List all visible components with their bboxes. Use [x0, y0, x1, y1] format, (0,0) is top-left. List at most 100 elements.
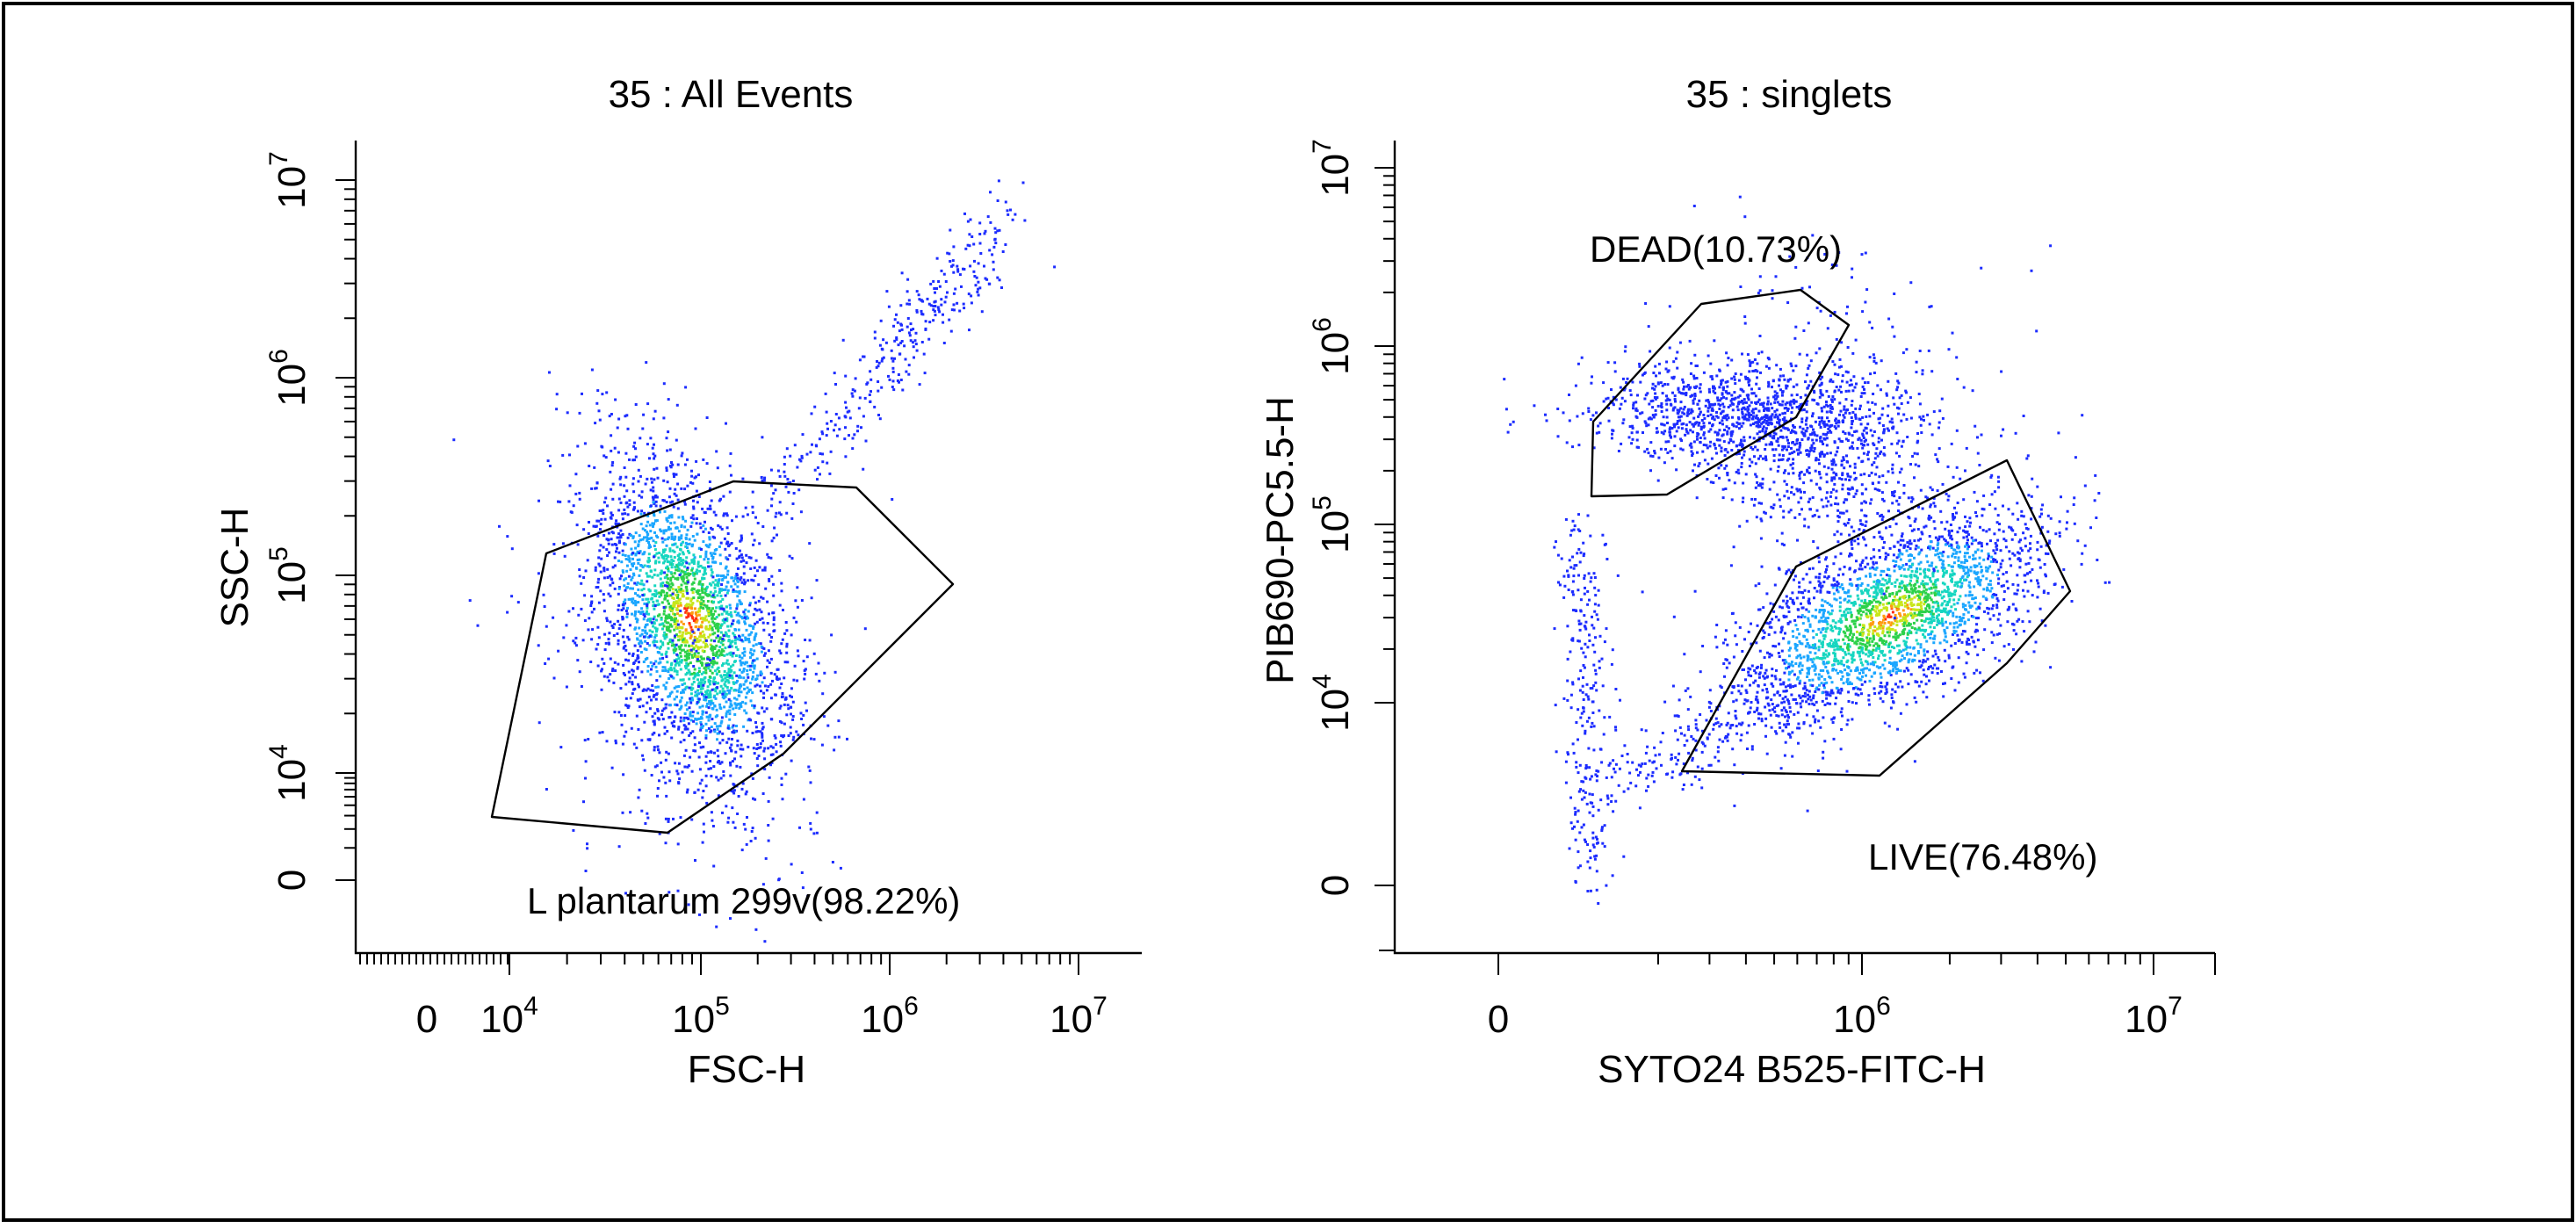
event-dot [910, 322, 913, 325]
event-dot [754, 567, 756, 569]
event-dot [702, 540, 704, 543]
event-dot [691, 616, 694, 618]
event-dot [696, 621, 698, 624]
event-dot [610, 511, 612, 514]
event-dot [1887, 621, 1890, 624]
event-dot [705, 723, 708, 726]
event-dot [728, 698, 731, 701]
event-dot [826, 462, 828, 465]
event-dot [638, 685, 640, 688]
event-dot [648, 589, 651, 592]
event-dot [750, 579, 753, 581]
event-dot [725, 543, 728, 545]
event-dot [606, 568, 609, 571]
event-dot [1733, 656, 1735, 659]
event-dot [596, 643, 599, 646]
event-dot [1920, 681, 1923, 683]
event-dot [687, 581, 689, 583]
event-dot [774, 734, 776, 737]
event-dot [738, 629, 740, 632]
event-dot [781, 777, 783, 780]
event-dot [1007, 213, 1009, 216]
event-dot [731, 806, 733, 809]
event-dot [949, 229, 951, 232]
event-dot [711, 672, 714, 675]
event-dot [1819, 639, 1822, 642]
event-dot [661, 669, 664, 672]
event-dot [585, 569, 588, 572]
event-dot [732, 821, 734, 824]
event-dot [985, 278, 987, 280]
event-dot [612, 483, 615, 486]
event-dot [664, 620, 667, 623]
event-dot [901, 329, 904, 331]
event-dot [1741, 685, 1743, 688]
event-dot [653, 498, 655, 501]
event-dot [806, 453, 809, 456]
event-dot [1911, 563, 1914, 566]
event-dot [608, 643, 610, 646]
event-dot [588, 617, 590, 619]
event-dot [680, 544, 682, 546]
event-dot [653, 514, 655, 516]
event-dot [797, 649, 799, 652]
event-dot [1969, 522, 1972, 524]
event-dot [755, 560, 758, 562]
event-dot [732, 707, 734, 710]
event-dot [761, 646, 763, 648]
event-dot [655, 501, 658, 503]
event-dot [631, 565, 634, 567]
event-dot [717, 725, 719, 727]
event-dot [1822, 611, 1825, 614]
event-dot [797, 733, 799, 736]
event-dot [862, 468, 864, 471]
event-dot [663, 500, 666, 502]
event-dot [1857, 618, 1859, 621]
event-dot [752, 665, 754, 668]
event-dot [2050, 517, 2053, 520]
event-dot [631, 674, 634, 676]
event-dot [1834, 654, 1836, 657]
event-dot [638, 543, 640, 545]
event-dot [821, 460, 824, 463]
event-dot [869, 379, 872, 381]
event-dot [764, 567, 767, 570]
event-dot [768, 840, 770, 842]
event-dot [725, 605, 728, 608]
event-dot [696, 719, 698, 721]
event-dot [658, 719, 660, 721]
event-dot [1822, 620, 1824, 623]
event-dot [803, 678, 805, 681]
event-dot [1822, 716, 1824, 719]
event-dot [835, 413, 838, 415]
event-dot [1901, 587, 1903, 589]
event-dot [711, 649, 714, 652]
event-dot [702, 704, 704, 707]
event-dot [751, 691, 754, 694]
event-dot [752, 511, 754, 514]
event-dot [897, 321, 899, 324]
event-dot [749, 567, 752, 570]
event-dot [743, 823, 746, 826]
event-dot [680, 604, 682, 607]
event-dot [992, 268, 995, 271]
event-dot [862, 415, 865, 417]
event-dot [705, 544, 708, 546]
event-dot [647, 560, 650, 563]
event-dot [754, 678, 757, 681]
event-dot [646, 443, 649, 445]
event-dot [653, 531, 656, 534]
event-dot [660, 582, 662, 585]
event-dot [988, 249, 991, 251]
event-dot [1892, 610, 1894, 613]
event-dot [752, 645, 754, 647]
event-dot [722, 495, 725, 498]
event-dot [722, 770, 725, 773]
event-dot [669, 449, 672, 451]
event-dot [654, 410, 657, 413]
event-dot [928, 321, 931, 323]
gate-l-plantarum[interactable] [492, 481, 953, 833]
event-dot [584, 442, 587, 444]
event-dot [813, 406, 816, 408]
event-dot [567, 500, 570, 502]
